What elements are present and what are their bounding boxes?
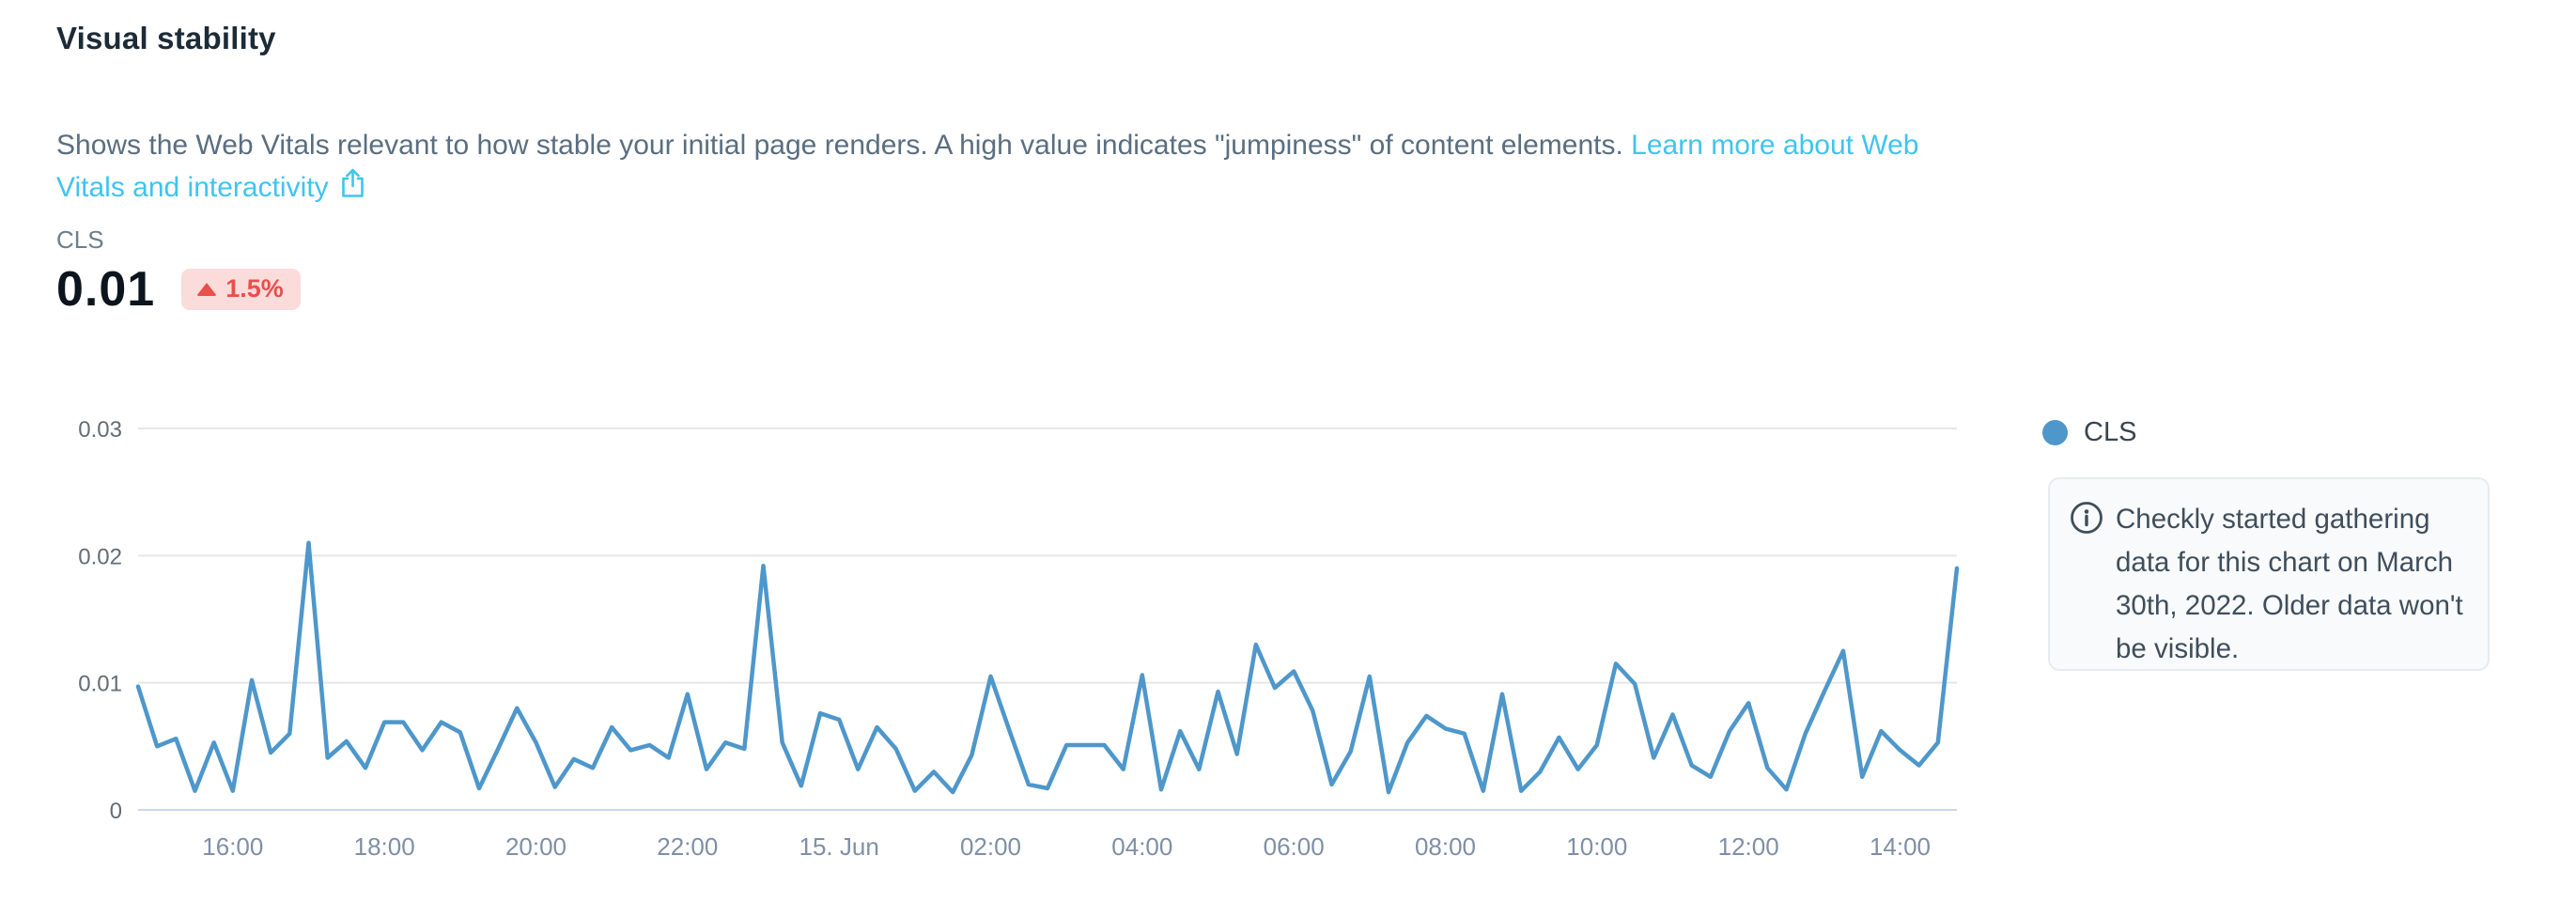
svg-text:14:00: 14:00	[1870, 832, 1931, 861]
external-share-icon	[338, 166, 367, 212]
svg-text:04:00: 04:00	[1111, 832, 1172, 861]
svg-text:18:00: 18:00	[354, 832, 415, 861]
metric-row: 0.01 1.5%	[56, 261, 301, 318]
legend-marker-icon	[2042, 420, 2068, 445]
svg-text:0.03: 0.03	[78, 417, 122, 443]
svg-text:15. Jun: 15. Jun	[799, 832, 879, 861]
chart-svg: 0 0.01 0.02 0.03 16:00 18:00 20:00 22:00 15. Jun…	[78, 417, 1960, 861]
delta-value: 1.5%	[225, 274, 284, 303]
arrow-up-icon	[196, 282, 218, 296]
info-note-text: Checkly started gathering data for this …	[2116, 504, 2463, 664]
svg-text:12:00: 12:00	[1718, 832, 1779, 861]
svg-text:0: 0	[110, 799, 122, 824]
svg-text:0.01: 0.01	[78, 672, 122, 697]
svg-text:22:00: 22:00	[657, 832, 718, 861]
cls-line-chart: 0 0.01 0.02 0.03 16:00 18:00 20:00 22:00 15. Jun…	[0, 404, 2020, 874]
info-note: Checkly started gathering data for this …	[2048, 477, 2490, 671]
description: Shows the Web Vitals relevant to how sta…	[56, 124, 1935, 212]
metric-label: CLS	[56, 226, 104, 254]
legend-item-cls[interactable]: CLS	[2042, 417, 2136, 448]
delta-badge: 1.5%	[181, 269, 301, 310]
svg-text:20:00: 20:00	[505, 832, 566, 861]
svg-text:02:00: 02:00	[960, 832, 1021, 861]
metric-value: 0.01	[56, 262, 156, 317]
page-title: Visual stability	[56, 21, 276, 55]
svg-text:10:00: 10:00	[1566, 832, 1627, 861]
description-text: Shows the Web Vitals relevant to how sta…	[56, 130, 1623, 161]
legend-label: CLS	[2084, 417, 2137, 447]
learn-more-link[interactable]: Learn more about Web Vitals and interact…	[56, 130, 1918, 203]
svg-text:06:00: 06:00	[1264, 832, 1325, 861]
svg-text:0.02: 0.02	[78, 544, 122, 569]
svg-text:16:00: 16:00	[202, 832, 263, 861]
info-icon	[2068, 499, 2105, 541]
svg-text:08:00: 08:00	[1415, 832, 1476, 861]
